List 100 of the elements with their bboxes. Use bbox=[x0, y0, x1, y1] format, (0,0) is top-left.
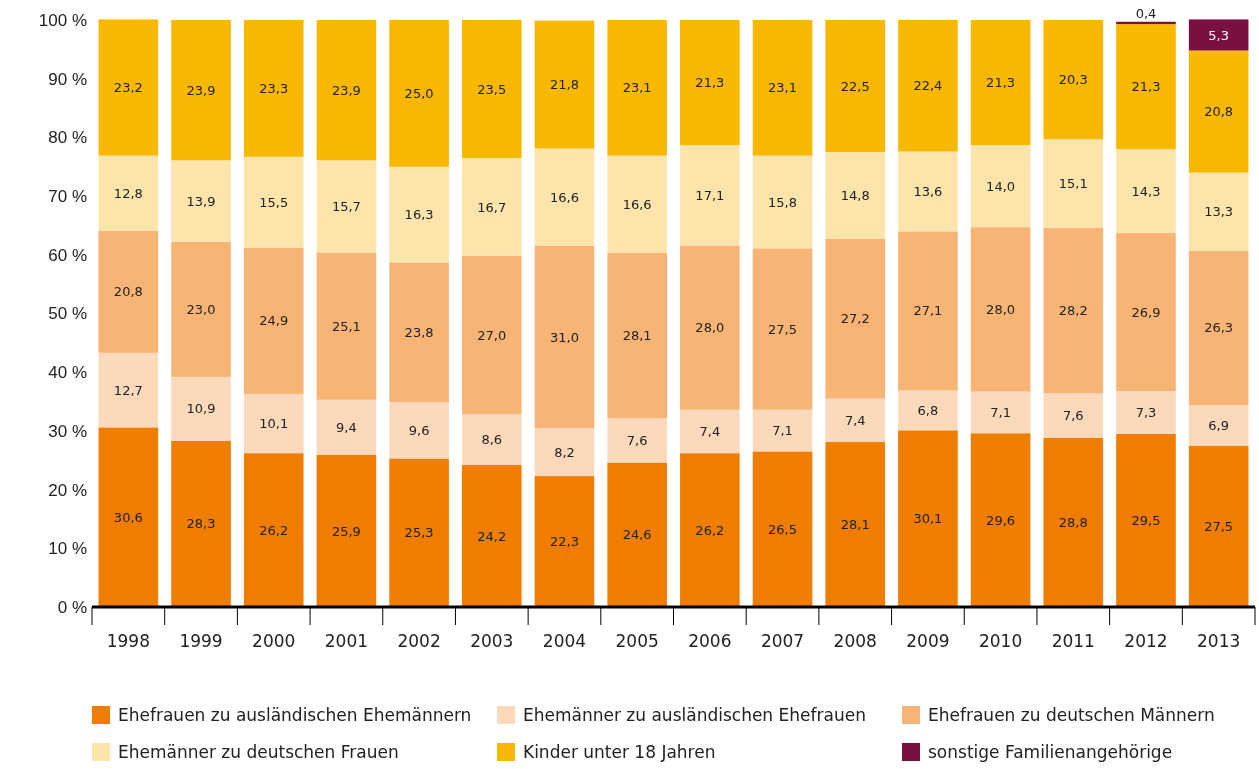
bar bbox=[461, 20, 522, 158]
bar bbox=[98, 352, 159, 428]
bar bbox=[171, 160, 231, 242]
bar bbox=[98, 19, 159, 156]
legend-label: Ehefrauen zu deutschen Männern bbox=[928, 705, 1215, 725]
data-label: 28,3 bbox=[186, 516, 216, 532]
bar bbox=[461, 414, 522, 465]
data-label: 23,0 bbox=[186, 301, 216, 317]
x-tick-label: 2002 bbox=[397, 631, 441, 651]
data-label: 15,1 bbox=[1058, 176, 1088, 192]
data-label: 8,2 bbox=[554, 444, 575, 460]
data-label: 15,7 bbox=[331, 198, 361, 214]
data-label: 25,9 bbox=[331, 523, 361, 539]
bar bbox=[389, 458, 449, 607]
data-label: 23,9 bbox=[186, 82, 216, 98]
bar bbox=[98, 155, 159, 231]
bar bbox=[1116, 233, 1176, 391]
legend-label: Ehemänner zu deutschen Frauen bbox=[118, 742, 399, 762]
x-tick-label: 2011 bbox=[1051, 631, 1095, 651]
data-label: 24,6 bbox=[622, 527, 652, 543]
bar bbox=[752, 409, 813, 452]
bar bbox=[680, 245, 740, 410]
bar bbox=[1043, 437, 1104, 607]
legend-label: sonstige Familienangehörige bbox=[928, 742, 1173, 762]
data-label: 27,1 bbox=[913, 303, 943, 319]
data-label: 14,3 bbox=[1131, 183, 1161, 199]
data-label: 13,9 bbox=[186, 193, 216, 209]
y-tick-label: 10 % bbox=[48, 539, 87, 559]
bar bbox=[607, 20, 667, 156]
bar bbox=[607, 253, 667, 418]
data-label: 26,2 bbox=[695, 522, 725, 538]
bar bbox=[825, 442, 886, 607]
data-label: 22,3 bbox=[549, 534, 579, 550]
data-label: 14,8 bbox=[840, 188, 870, 204]
data-label: 16,7 bbox=[477, 199, 507, 215]
bar bbox=[1188, 50, 1249, 173]
bar bbox=[1043, 227, 1104, 394]
data-label: 29,6 bbox=[986, 512, 1016, 528]
data-label: 20,8 bbox=[113, 284, 143, 300]
y-tick-label: 80 % bbox=[48, 128, 87, 148]
bar bbox=[389, 262, 449, 403]
bar bbox=[171, 440, 231, 607]
data-label: 26,3 bbox=[1204, 320, 1234, 336]
bar bbox=[243, 453, 304, 607]
data-label: 14,0 bbox=[986, 178, 1016, 194]
data-label: 21,3 bbox=[695, 75, 725, 91]
bar bbox=[171, 376, 231, 441]
data-label: 7,3 bbox=[1135, 404, 1157, 420]
bar bbox=[970, 20, 1031, 146]
bar bbox=[970, 433, 1031, 607]
data-label: 27,0 bbox=[477, 327, 507, 343]
data-label: 28,1 bbox=[840, 517, 870, 533]
x-tick-label: 2009 bbox=[906, 631, 950, 651]
bar bbox=[752, 20, 813, 156]
data-label: 22,5 bbox=[840, 78, 870, 94]
bar bbox=[607, 417, 667, 463]
bar bbox=[389, 166, 449, 263]
data-label: 27,2 bbox=[840, 311, 870, 327]
data-label: 16,3 bbox=[404, 207, 434, 223]
data-label: 25,3 bbox=[404, 525, 434, 541]
bar bbox=[1043, 139, 1104, 228]
data-label: 9,4 bbox=[336, 419, 357, 435]
x-tick-label: 2007 bbox=[760, 631, 805, 651]
data-label: 28,2 bbox=[1058, 303, 1088, 319]
data-label: 7,6 bbox=[626, 432, 648, 448]
data-label: 6,8 bbox=[917, 402, 939, 418]
y-tick-label: 50 % bbox=[48, 304, 87, 324]
y-tick-label: 30 % bbox=[48, 421, 87, 441]
data-label: 16,6 bbox=[549, 189, 579, 205]
x-tick-label: 2000 bbox=[252, 631, 296, 651]
legend-label: Ehemänner zu ausländischen Ehefrauen bbox=[523, 705, 866, 725]
data-label: 31,0 bbox=[549, 329, 579, 345]
bar bbox=[898, 390, 958, 431]
x-tick-label: 2001 bbox=[324, 631, 369, 651]
y-tick-label: 60 % bbox=[48, 245, 87, 265]
bar bbox=[316, 160, 377, 253]
bar bbox=[1116, 24, 1176, 150]
bar bbox=[1043, 393, 1104, 438]
data-label: 12,7 bbox=[113, 382, 143, 398]
data-label: 23,8 bbox=[404, 324, 434, 340]
data-label: 10,1 bbox=[259, 416, 289, 432]
bar bbox=[825, 398, 886, 443]
data-label: 21,3 bbox=[1131, 79, 1161, 95]
data-label: 25,0 bbox=[404, 85, 434, 101]
data-label: 28,1 bbox=[622, 328, 652, 344]
data-label: 20,3 bbox=[1058, 72, 1088, 88]
x-tick-label: 2012 bbox=[1124, 631, 1168, 651]
bar bbox=[316, 454, 377, 607]
bar bbox=[461, 255, 522, 415]
bar bbox=[98, 230, 159, 353]
data-label: 10,9 bbox=[186, 401, 216, 417]
bar bbox=[534, 20, 595, 149]
legend-label: Ehefrauen zu ausländischen Ehemännern bbox=[118, 705, 472, 725]
y-tick-label: 70 % bbox=[48, 187, 87, 207]
data-label: 21,8 bbox=[549, 77, 579, 93]
bar bbox=[898, 20, 958, 152]
bar bbox=[752, 155, 813, 249]
bar bbox=[1188, 250, 1249, 406]
bar bbox=[825, 152, 886, 239]
bar bbox=[607, 155, 667, 254]
